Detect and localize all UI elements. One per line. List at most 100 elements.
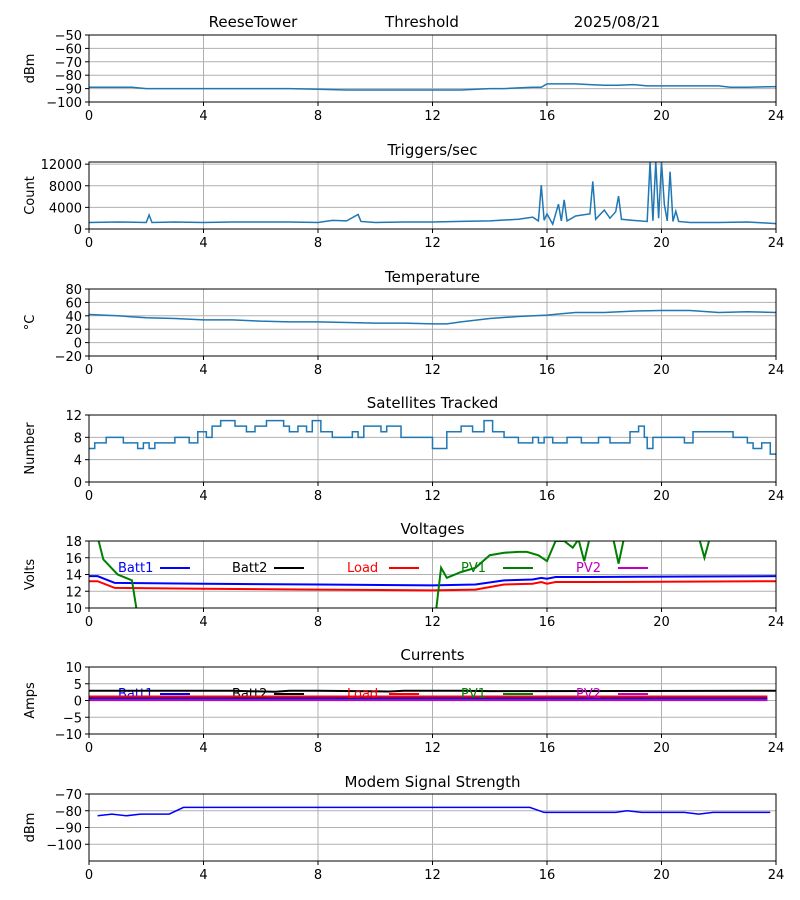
y-tick-label: −100 [46, 838, 82, 853]
x-tick-label: 20 [653, 615, 670, 630]
y-tick-label: −90 [55, 83, 82, 98]
y-tick-label: 0 [74, 695, 82, 710]
subplot-title: Satellites Tracked [367, 394, 498, 412]
x-tick-label: 24 [768, 236, 785, 251]
legend-label-batt2: Batt2 [232, 561, 267, 576]
axes-frame [88, 414, 777, 483]
y-tick-label: −60 [55, 42, 82, 57]
header-date: 2025/08/21 [574, 13, 660, 31]
x-tick-label: 16 [539, 236, 556, 251]
x-tick-label: 4 [199, 363, 207, 378]
y-tick-label: −5 [63, 711, 82, 726]
x-tick-label: 12 [424, 363, 441, 378]
x-tick-label: 12 [424, 489, 441, 504]
x-tick-label: 8 [314, 868, 322, 883]
y-tick-label: 0 [74, 476, 82, 491]
x-tick-label: 8 [314, 236, 322, 251]
x-tick-label: 20 [653, 741, 670, 756]
x-tick-label: 24 [768, 109, 785, 124]
y-tick-label: −70 [55, 788, 82, 803]
x-tick-label: 20 [653, 363, 670, 378]
subplot-title: Voltages [400, 520, 464, 538]
x-tick-label: 0 [85, 236, 93, 251]
x-tick-label: 0 [85, 615, 93, 630]
x-tick-label: 16 [539, 109, 556, 124]
x-tick-label: 8 [314, 363, 322, 378]
subplot-satellites: 0 4 8 12 16 20 24 0 4 8 12 Satellites Tracked Number [23, 394, 784, 504]
y-axis-label: Volts [23, 559, 38, 591]
x-tick-label: 4 [199, 489, 207, 504]
y-tick-label: −10 [55, 728, 82, 743]
x-tick-label: 24 [768, 489, 785, 504]
axes-frame [88, 34, 777, 103]
y-axis-label: dBm [23, 813, 38, 843]
y-tick-label: 10 [65, 602, 82, 617]
y-tick-label: 8 [74, 431, 82, 446]
legend-label-pv1: PV1 [461, 687, 486, 702]
y-tick-label: 14 [65, 569, 82, 584]
y-tick-label: 4 [74, 454, 82, 469]
y-tick-label: 12 [65, 585, 82, 600]
x-tick-label: 8 [314, 615, 322, 630]
x-tick-label: 0 [85, 109, 93, 124]
series-line-threshold [89, 83, 776, 91]
x-tick-label: 0 [85, 489, 93, 504]
axes-frame [88, 540, 777, 609]
y-tick-label: 20 [65, 323, 82, 338]
subplot-triggers: 0 4 8 12 16 20 24 0 4000 8000 12000 Triggers/sec Cou… [23, 141, 784, 251]
y-tick-label: −80 [55, 805, 82, 820]
x-tick-label: 4 [199, 868, 207, 883]
y-tick-label: 12 [65, 409, 82, 424]
subplot-title: Modem Signal Strength [345, 773, 521, 791]
axes-frame [88, 793, 777, 862]
y-tick-label: 4000 [49, 201, 82, 216]
x-tick-label: 0 [85, 741, 93, 756]
y-tick-label: −80 [55, 69, 82, 84]
series-line-satellites [89, 419, 776, 455]
x-tick-label: 4 [199, 615, 207, 630]
x-tick-label: 12 [424, 868, 441, 883]
x-tick-label: 4 [199, 109, 207, 124]
x-tick-label: 16 [539, 363, 556, 378]
y-axis-label: °C [23, 315, 38, 331]
legend-label-pv1: PV1 [461, 561, 486, 576]
y-tick-label: 0 [74, 337, 82, 352]
x-tick-label: 4 [199, 741, 207, 756]
y-tick-label: 60 [65, 296, 82, 311]
x-tick-label: 8 [314, 489, 322, 504]
subplot-title: Triggers/sec [387, 141, 478, 159]
x-tick-label: 8 [314, 109, 322, 124]
y-tick-label: 40 [65, 310, 82, 325]
axes-frame [88, 161, 777, 230]
subplot-title: Temperature [384, 268, 480, 286]
x-tick-label: 24 [768, 868, 785, 883]
x-tick-label: 16 [539, 868, 556, 883]
series-line-temperature [89, 309, 776, 325]
y-tick-label: −70 [55, 56, 82, 71]
header-mode: Threshold [384, 13, 459, 31]
y-tick-label: −50 [55, 29, 82, 44]
x-tick-label: 20 [653, 489, 670, 504]
legend-label-batt1: Batt1 [118, 561, 153, 576]
x-tick-label: 4 [199, 236, 207, 251]
legend-label-load: Load [347, 687, 378, 702]
y-tick-label: 80 [65, 283, 82, 298]
series-line-load [89, 580, 776, 592]
y-tick-label: 18 [65, 535, 82, 550]
x-tick-label: 16 [539, 741, 556, 756]
axes-frame [88, 288, 777, 357]
x-tick-label: 16 [539, 615, 556, 630]
axes-frame [88, 666, 777, 735]
legend-label-batt2: Batt2 [232, 687, 267, 702]
y-tick-label: 8000 [49, 180, 82, 195]
y-tick-label: −90 [55, 822, 82, 837]
x-tick-label: 8 [314, 741, 322, 756]
y-tick-label: 16 [65, 552, 82, 567]
series-line-pv1 [97, 541, 711, 608]
y-tick-label: −20 [55, 350, 82, 365]
y-axis-label: Count [23, 176, 38, 215]
y-tick-label: 5 [74, 678, 82, 693]
